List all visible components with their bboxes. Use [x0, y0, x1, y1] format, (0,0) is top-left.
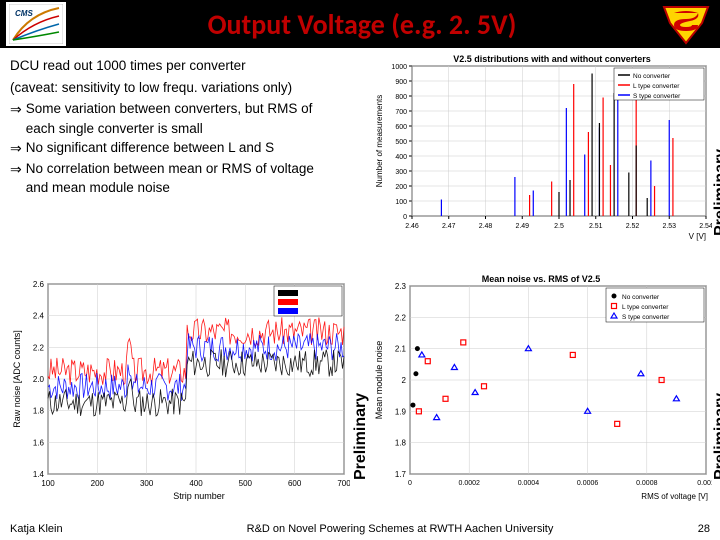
svg-text:0: 0: [408, 480, 412, 487]
svg-text:2: 2: [402, 376, 407, 385]
arrow-icon: ⇒: [10, 138, 22, 158]
svg-text:1.4: 1.4: [33, 470, 45, 479]
svg-text:Raw noise [ADC counts]: Raw noise [ADC counts]: [12, 330, 22, 428]
svg-text:0.0004: 0.0004: [518, 480, 540, 487]
svg-text:2.51: 2.51: [589, 223, 603, 230]
page-number: 28: [670, 523, 710, 535]
svg-text:700: 700: [395, 109, 407, 116]
arrow-icon: ⇒: [10, 159, 22, 198]
svg-text:200: 200: [91, 479, 105, 488]
svg-text:2.2: 2.2: [395, 313, 407, 322]
svg-text:1.8: 1.8: [395, 439, 407, 448]
svg-text:300: 300: [395, 169, 407, 176]
svg-text:Strip number: Strip number: [173, 491, 225, 501]
svg-text:2.49: 2.49: [515, 223, 529, 230]
cms-logo: CMS: [6, 2, 66, 46]
preliminary-label: Preliminary: [352, 393, 370, 480]
svg-text:2.54: 2.54: [699, 223, 712, 230]
svg-text:CMS: CMS: [15, 9, 33, 18]
chart-noise-rms: Mean noise vs. RMS of V2.5 1.7 1.8 1.9 2 2.1 2…: [370, 272, 712, 502]
svg-text:500: 500: [395, 139, 407, 146]
svg-text:2.47: 2.47: [442, 223, 456, 230]
svg-text:V [V]: V [V]: [689, 232, 706, 241]
slide-title: Output Voltage (e.g. 2. 5V): [66, 7, 658, 42]
svg-text:600: 600: [288, 479, 302, 488]
svg-text:100: 100: [41, 479, 55, 488]
footer-title: R&D on Novel Powering Schemes at RWTH Aa…: [130, 523, 670, 535]
svg-text:900: 900: [395, 79, 407, 86]
svg-text:2.1: 2.1: [395, 345, 407, 354]
svg-text:1.9: 1.9: [395, 407, 407, 416]
bullet: ⇒Some variation between converters, but …: [10, 99, 330, 138]
bullet-text: Some variation between converters, but R…: [26, 99, 330, 138]
svg-text:1.8: 1.8: [33, 407, 45, 416]
author: Katja Klein: [10, 523, 130, 535]
content: DCU read out 1000 times per converter (c…: [0, 48, 720, 518]
svg-text:2.4: 2.4: [33, 312, 45, 321]
svg-text:0.0002: 0.0002: [458, 480, 480, 487]
svg-text:RMS of voltage [V]: RMS of voltage [V]: [641, 492, 708, 501]
svg-text:800: 800: [395, 94, 407, 101]
preliminary-label: Preliminary: [712, 149, 720, 236]
svg-text:1000: 1000: [391, 64, 407, 71]
svg-text:L type converter: L type converter: [633, 83, 680, 90]
svg-text:300: 300: [140, 479, 154, 488]
bullet: ⇒No significant difference between L and…: [10, 138, 330, 158]
svg-text:1.6: 1.6: [33, 438, 45, 447]
svg-text:700: 700: [337, 479, 350, 488]
svg-text:No converter: No converter: [633, 73, 671, 80]
svg-text:0.001: 0.001: [697, 480, 712, 487]
arrow-icon: ⇒: [10, 99, 22, 138]
svg-text:Mean module noise: Mean module noise: [374, 341, 384, 420]
svg-text:V2.5 distributions with and wi: V2.5 distributions with and without conv…: [453, 54, 651, 64]
bullet-text: DCU read out 1000 times per converter (c…: [10, 56, 330, 198]
svg-text:S type converter: S type converter: [622, 314, 670, 321]
svg-text:2.0: 2.0: [33, 375, 45, 384]
svg-text:0.0006: 0.0006: [577, 480, 599, 487]
svg-text:2.46: 2.46: [405, 223, 419, 230]
bullet-text: No correlation between mean or RMS of vo…: [26, 159, 330, 198]
svg-text:Number of measurements: Number of measurements: [375, 95, 384, 187]
chart-histogram: V2.5 distributions with and without conv…: [372, 52, 712, 242]
svg-text:1.7: 1.7: [395, 470, 407, 479]
svg-text:2.6: 2.6: [33, 280, 45, 289]
svg-text:400: 400: [189, 479, 203, 488]
preliminary-label: Preliminary: [712, 393, 720, 480]
footer: Katja Klein R&D on Novel Powering Scheme…: [0, 518, 720, 540]
bullet: ⇒No correlation between mean or RMS of v…: [10, 159, 330, 198]
text-line: DCU read out 1000 times per converter: [10, 56, 330, 76]
svg-text:200: 200: [395, 184, 407, 191]
svg-text:0.0008: 0.0008: [636, 480, 658, 487]
svg-text:S type converter: S type converter: [633, 93, 681, 100]
text-line: (caveat: sensitivity to low frequ. varia…: [10, 78, 330, 98]
svg-text:100: 100: [395, 199, 407, 206]
svg-text:0: 0: [403, 214, 407, 221]
svg-text:400: 400: [395, 154, 407, 161]
svg-text:2.3: 2.3: [395, 282, 407, 291]
svg-text:500: 500: [239, 479, 253, 488]
svg-text:2.5: 2.5: [554, 223, 564, 230]
svg-text:L type converter: L type converter: [622, 304, 669, 311]
header: CMS Output Voltage (e.g. 2. 5V): [0, 0, 720, 48]
svg-text:2.48: 2.48: [479, 223, 493, 230]
svg-text:2.53: 2.53: [662, 223, 676, 230]
svg-text:2.2: 2.2: [33, 343, 45, 352]
svg-text:2.52: 2.52: [626, 223, 640, 230]
svg-text:No converter: No converter: [622, 294, 660, 301]
svg-text:600: 600: [395, 124, 407, 131]
svg-text:Mean noise vs. RMS of V2.5: Mean noise vs. RMS of V2.5: [482, 274, 601, 284]
bullet-text: No significant difference between L and …: [26, 138, 274, 158]
superman-logo: [658, 2, 714, 46]
chart-noise-strip: 1.4 1.6 1.8 2.0 2.2 2.4 2.6 100 200 300 400 500 600 7…: [8, 272, 350, 502]
